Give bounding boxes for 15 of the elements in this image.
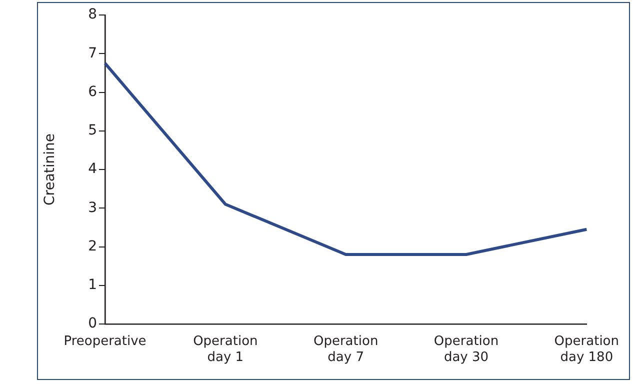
x-tick-label: Operation day 1 [193, 334, 258, 365]
y-tick-label: 7 [88, 45, 97, 62]
y-tick-label: 8 [88, 6, 97, 23]
y-tick-label: 0 [88, 316, 97, 332]
x-tick-label: Operation day 180 [554, 334, 620, 365]
y-axis-title: Creatinine [42, 133, 58, 206]
y-tick-label: 2 [88, 238, 97, 254]
y-tick-label: 3 [88, 200, 97, 216]
x-tick-label: Operation day 30 [434, 334, 499, 365]
y-tick-label: 5 [88, 122, 97, 139]
y-tick-label: 1 [88, 277, 97, 294]
x-tick-label: Preoperative [64, 334, 146, 350]
x-tick-label: Operation day 7 [313, 334, 378, 365]
y-tick-label: 6 [88, 84, 98, 100]
y-tick-label: 4 [88, 161, 98, 178]
